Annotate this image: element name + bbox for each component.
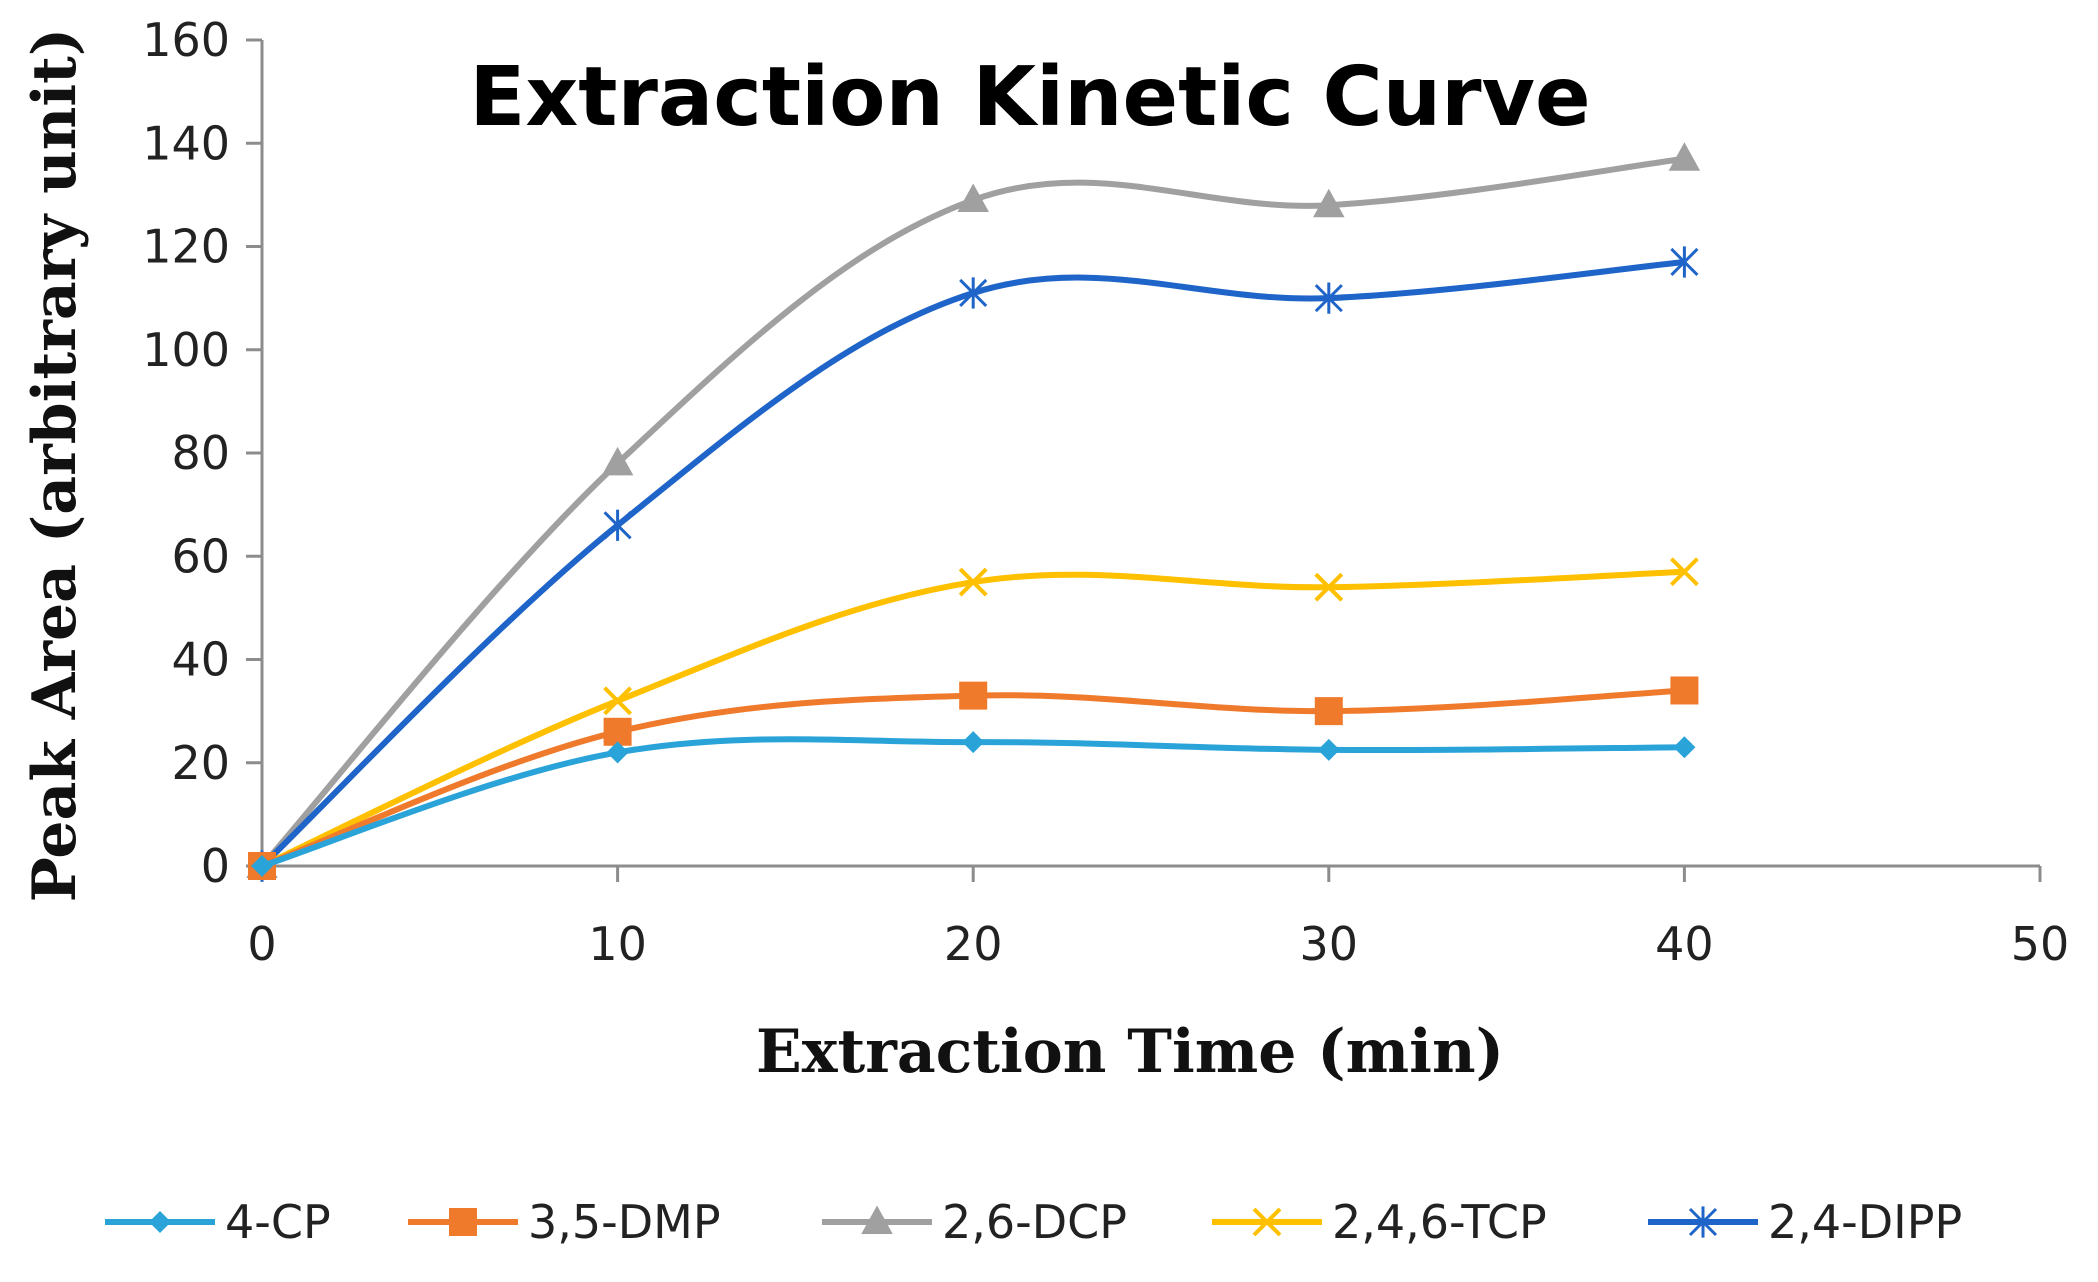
x-tick-label: 30 (1300, 917, 1359, 971)
series-group (246, 142, 1701, 882)
legend-item: 2,4,6-TCP (1212, 1195, 1547, 1249)
legend-marker (1252, 1207, 1282, 1237)
y-axis-title: Peak Area (arbitrary unit) (20, 28, 90, 902)
x-tick-label: 50 (2011, 917, 2070, 971)
data-point (603, 717, 632, 746)
data-point (1317, 738, 1340, 761)
series-line (261, 736, 1685, 869)
data-point (957, 183, 989, 213)
legend-marker-stroke (1252, 1207, 1282, 1237)
legend-item: 3,5-DMP (408, 1195, 721, 1249)
legend-label: 3,5-DMP (528, 1195, 721, 1249)
legend-item: 4-CP (105, 1195, 331, 1249)
series-4-CP (251, 731, 1696, 877)
legend-item: 2,4-DIPP (1648, 1195, 1962, 1249)
data-point (1669, 557, 1699, 587)
data-point (1668, 142, 1701, 171)
y-tick-label: 40 (171, 633, 230, 687)
x-tick-label: 0 (247, 917, 276, 971)
series-line (260, 687, 1685, 869)
data-point (962, 731, 985, 754)
legend-marker (861, 1205, 893, 1234)
data-point (1314, 282, 1343, 314)
legend-marker (449, 1208, 477, 1236)
data-point (1673, 736, 1696, 759)
data-point (606, 741, 629, 764)
y-tick-label: 100 (142, 323, 230, 377)
legend-label: 2,4-DIPP (1768, 1195, 1962, 1249)
y-tick-label: 160 (142, 13, 230, 67)
series-line (259, 155, 1685, 868)
data-point (1670, 246, 1699, 278)
data-point-stroke (603, 686, 633, 716)
y-tick-label: 80 (171, 426, 230, 480)
data-point (1314, 697, 1343, 726)
x-tick-label: 10 (588, 917, 647, 971)
data-point (601, 446, 634, 476)
legend-label: 4-CP (225, 1195, 331, 1249)
x-tick-label: 40 (1655, 917, 1714, 971)
y-tick-label: 60 (171, 529, 230, 583)
data-point (958, 567, 988, 597)
legend-label: 2,6-DCP (942, 1195, 1127, 1249)
x-axis-title: Extraction Time (min) (756, 1017, 1504, 1087)
data-point (1670, 676, 1699, 705)
data-point (603, 509, 632, 541)
data-point (959, 277, 988, 309)
y-tick-label: 140 (142, 116, 230, 170)
data-point (251, 855, 273, 877)
data-point (603, 686, 633, 716)
data-point-stroke (1669, 557, 1699, 587)
y-tick-label: 120 (142, 220, 230, 274)
data-point (959, 681, 988, 710)
x-tick-label: 20 (944, 917, 1003, 971)
y-tick-label: 0 (201, 839, 230, 893)
chart-title: Extraction Kinetic Curve (469, 50, 1590, 145)
data-point (1313, 188, 1345, 218)
series-2,4-DIPP (247, 246, 1699, 882)
data-point-stroke (1314, 572, 1344, 602)
legend-marker (149, 1211, 171, 1233)
data-point-stroke (958, 567, 988, 597)
series-line (259, 259, 1685, 869)
data-point (1314, 572, 1344, 602)
series-3,5-DMP (248, 676, 1699, 880)
legend: 4-CP 3,5-DMP 2,6-DCP 2,4,6-TCP 2,4-DIPP (105, 1195, 1962, 1249)
series-2,4,6-TCP (247, 557, 1699, 881)
y-tick-label: 20 (171, 736, 230, 790)
legend-marker (1688, 1206, 1718, 1238)
axes: 0 20 40 60 80 100 120 140 160 0 10 20 30 40 50 (142, 13, 2069, 971)
legend-item: 2,6-DCP (822, 1195, 1127, 1249)
legend-label: 2,4,6-TCP (1332, 1195, 1547, 1249)
